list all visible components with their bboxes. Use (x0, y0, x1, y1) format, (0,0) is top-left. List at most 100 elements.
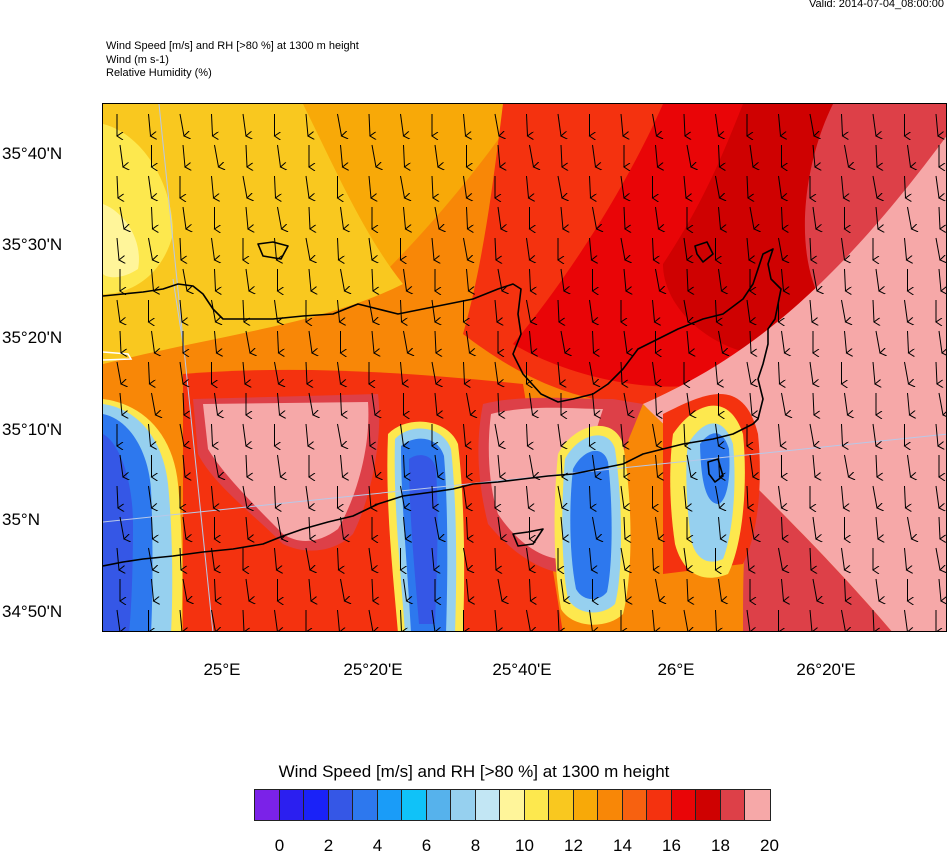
wind-arrow (119, 330, 121, 353)
field-paleyellow-nw (103, 204, 139, 278)
wind-arrow (494, 547, 496, 570)
wind-arrow (907, 454, 911, 477)
wind-arrow (589, 237, 592, 260)
wind-arrow (652, 423, 657, 446)
wind-arrow (526, 113, 528, 136)
wind-arrow (431, 485, 433, 508)
wind-arrow (368, 237, 372, 260)
legend-tick-label: 10 (515, 836, 534, 855)
wind-arrow (340, 516, 344, 539)
wind-arrow (655, 578, 660, 601)
legend-color-box (745, 790, 770, 820)
wind-arrow (371, 392, 375, 415)
color-legend (254, 789, 771, 821)
wind-arrow (592, 516, 597, 539)
field-pink-east (643, 136, 946, 631)
wind-arrow (179, 609, 182, 631)
wind-arrow (746, 175, 748, 198)
wind-arrow (340, 392, 342, 415)
wind-arrow (938, 206, 940, 229)
wind-arrow (715, 423, 719, 446)
wind-arrow (809, 113, 814, 136)
wind-arrow (652, 113, 657, 136)
wind-arrow (497, 516, 501, 539)
wind-arrow (683, 299, 688, 322)
wind-arrow (466, 206, 468, 229)
lat-label: 35°40'N (2, 144, 63, 163)
legend-tick-label: 2 (323, 836, 334, 855)
wind-arrow (655, 268, 660, 291)
wind-arrow (841, 299, 846, 322)
field-rosered-se (743, 484, 892, 631)
wind-arrow (245, 144, 247, 167)
wind-arrow (715, 485, 720, 508)
legend-tick-label: 0 (274, 836, 285, 855)
wind-arrow (214, 578, 216, 601)
wind-arrow (242, 299, 244, 322)
wind-arrow (620, 113, 623, 136)
wind-arrow (497, 268, 502, 291)
field-yellow-nw (103, 104, 403, 364)
wind-arrow (403, 516, 406, 539)
wind-arrow (305, 175, 309, 198)
wind-arrow (652, 237, 654, 260)
wind-arrow (620, 485, 624, 508)
wind-arrow (371, 330, 374, 353)
wind-arrow (148, 361, 150, 384)
wind-arrow (812, 268, 817, 291)
wind-arrow (431, 609, 435, 631)
wind-arrow (403, 454, 405, 477)
wind-arrow (683, 175, 686, 198)
wind-arrow (812, 392, 814, 415)
wind-arrow (182, 516, 186, 539)
wind-arrow (686, 144, 691, 167)
wind-arrow (179, 547, 181, 570)
wind-arrow (337, 361, 341, 384)
wind-arrow (245, 578, 249, 601)
wind-arrow (781, 206, 783, 229)
wind-arrow (400, 609, 402, 631)
wind-arrow (718, 578, 722, 601)
wind-arrow (589, 609, 593, 631)
wind-arrow (277, 392, 280, 415)
wind-arrow (308, 516, 310, 539)
wind-arrow (875, 144, 877, 167)
wind-arrow (151, 206, 153, 229)
wind-arrow (935, 547, 940, 570)
wind-arrow (431, 547, 434, 570)
wind-arrow (904, 299, 908, 322)
wind-arrow (718, 206, 721, 229)
wind-arrow (592, 454, 596, 477)
wind-arrow (938, 516, 940, 539)
wind-arrow (778, 113, 781, 136)
wind-arrow (749, 516, 754, 539)
wind-arrow (497, 206, 501, 229)
wind-arrow (935, 113, 938, 136)
legend-color-box (328, 790, 353, 820)
wind-arrow (655, 144, 658, 167)
wind-arrow (686, 578, 688, 601)
lat-label: 35°10'N (2, 420, 63, 439)
wind-arrow (935, 485, 939, 508)
wind-arrow (718, 516, 721, 539)
wind-arrow (245, 330, 250, 353)
legend-color-box (500, 790, 525, 820)
wind-arrow (274, 299, 278, 322)
wind-arrow (875, 330, 880, 353)
wind-arrow (403, 144, 405, 167)
legend-color-box (671, 790, 696, 820)
wind-arrow (778, 547, 783, 570)
wind-arrow (589, 547, 592, 570)
wind-arrow (463, 237, 468, 260)
legend-tick-label: 4 (372, 836, 383, 855)
wind-arrow (526, 237, 530, 260)
wind-arrow (904, 609, 908, 631)
legend-tick-label: 16 (662, 836, 681, 855)
wind-arrow (526, 547, 530, 570)
wind-arrow (400, 423, 404, 446)
wind-arrow (557, 423, 561, 446)
field-blue-west-core (103, 434, 133, 631)
wind-arrow (686, 392, 690, 415)
wind-arrow (466, 268, 469, 291)
wind-arrow (368, 485, 371, 508)
